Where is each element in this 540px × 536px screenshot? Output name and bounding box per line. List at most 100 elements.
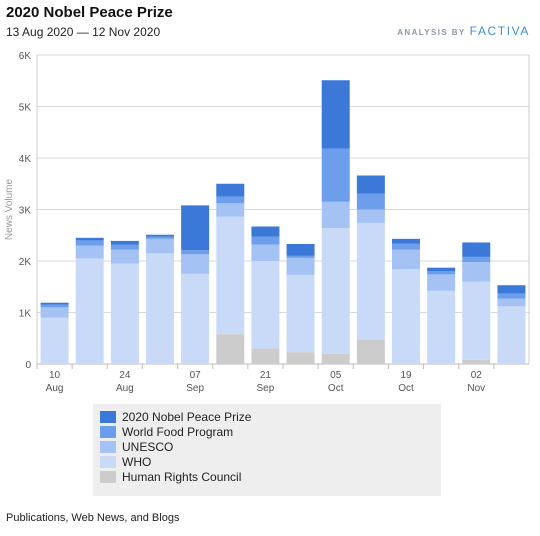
y-tick-label: 6K <box>19 51 32 62</box>
bar-segment <box>75 258 104 364</box>
y-tick-label: 5K <box>19 103 32 114</box>
x-tick-label-month: Oct <box>398 383 414 394</box>
bar-segment <box>497 293 526 299</box>
x-tick-label-month: Sep <box>257 383 275 394</box>
bar-segment <box>110 263 139 364</box>
bar-segment <box>286 255 315 258</box>
bar-segment <box>40 304 69 308</box>
bar-segment <box>321 353 350 364</box>
bar-segment <box>216 334 245 364</box>
bar-segment <box>146 236 174 239</box>
bar-segment <box>146 234 174 237</box>
bar-segment <box>462 281 491 360</box>
bar-segment <box>181 250 210 255</box>
bar-segment <box>251 236 280 245</box>
bar-segment <box>321 201 350 229</box>
y-tick-label: 0 <box>25 360 31 371</box>
legend-swatch <box>100 456 116 468</box>
y-axis-label: News Volume <box>4 178 15 240</box>
bar-segment <box>286 352 315 364</box>
bar-segment <box>110 249 139 264</box>
bar-segment <box>75 240 104 246</box>
bar-segment <box>40 307 69 318</box>
legend-label: UNESCO <box>122 440 174 454</box>
source-note: Publications, Web News, and Blogs <box>6 512 180 524</box>
bar-segment <box>462 256 491 263</box>
bar-segment <box>392 243 420 250</box>
brand-prefix: ANALYSIS BY <box>397 28 466 37</box>
stacked-bar-chart: 0 1K 2K 3K 4K 5K 6K News Volume 10 Aug 24 Aug 07 Sep 2… <box>4 51 530 394</box>
bar-segment <box>286 274 315 353</box>
bar-segment <box>462 242 491 257</box>
bar-segment <box>181 205 210 251</box>
bar-segment <box>146 253 174 364</box>
bar-segment <box>392 269 420 364</box>
y-tick-label: 1K <box>19 309 32 320</box>
bar-segment <box>286 244 315 256</box>
y-tick-label: 2K <box>19 257 32 268</box>
bar-segment <box>427 290 456 364</box>
x-tick-label-month: Oct <box>328 383 344 394</box>
legend-swatch <box>100 471 116 483</box>
bar-segment <box>356 209 385 223</box>
x-tick-label-day: 10 <box>49 370 61 381</box>
bar-segment <box>497 285 526 294</box>
date-range: 13 Aug 2020 — 12 Nov 2020 <box>6 25 161 39</box>
bar-segment <box>251 244 280 261</box>
bar-segment <box>251 226 280 237</box>
legend-label: 2020 Nobel Peace Prize <box>122 410 252 424</box>
x-tick-label-month: Sep <box>186 383 204 394</box>
bar-segment <box>356 339 385 364</box>
bar-segment <box>146 238 174 254</box>
legend-label: Human Rights Council <box>122 470 242 484</box>
bar-segment <box>356 175 385 194</box>
bar-segment <box>321 80 350 149</box>
x-tick-label-day: 21 <box>260 370 272 381</box>
legend-label: WHO <box>122 455 152 469</box>
bar-segment <box>251 261 280 349</box>
bar-segment <box>392 249 420 270</box>
bar-segment <box>497 306 526 364</box>
legend-swatch <box>100 411 116 423</box>
legend-label: World Food Program <box>122 425 234 439</box>
chart-legend: 2020 Nobel Peace Prize World Food Program… <box>93 404 441 496</box>
chart-title: 2020 Nobel Peace Prize <box>6 4 173 21</box>
bar-segment <box>110 240 139 245</box>
bar-segment <box>286 257 315 275</box>
bar-segment <box>427 267 456 272</box>
bar-segment <box>110 244 139 250</box>
y-tick-label: 4K <box>19 154 32 165</box>
x-tick-label-month: Nov <box>467 383 485 394</box>
legend-swatch <box>100 441 116 453</box>
bar-segment <box>392 238 420 244</box>
brand-logo: ANALYSIS BY FACTIVA <box>397 24 530 38</box>
bar-segment <box>321 228 350 354</box>
bar-segment <box>356 193 385 210</box>
x-tick-label-day: 02 <box>471 370 483 381</box>
bar-segment <box>462 359 491 364</box>
bar-segment <box>216 203 245 217</box>
bar-segment <box>427 271 456 275</box>
bar-segment <box>216 183 245 197</box>
bar-segment <box>216 216 245 335</box>
x-tick-label-day: 07 <box>190 370 202 381</box>
bar-segment <box>181 273 210 364</box>
bar-segment <box>497 298 526 307</box>
y-tick-label: 3K <box>19 206 32 217</box>
x-tick-label-day: 05 <box>330 370 342 381</box>
bar-segment <box>321 148 350 202</box>
bar-segment <box>40 317 69 364</box>
x-tick-label-month: Aug <box>46 383 64 394</box>
brand-name: FACTIVA <box>469 24 530 38</box>
bar-segment <box>251 348 280 364</box>
bar-segment <box>75 237 104 241</box>
bar-segment <box>427 274 456 291</box>
x-tick-label-month: Aug <box>116 383 134 394</box>
bar-segment <box>356 222 385 340</box>
bar-segment <box>216 196 245 204</box>
legend-swatch <box>100 426 116 438</box>
bar-segment <box>181 254 210 274</box>
x-tick-label-day: 19 <box>400 370 412 381</box>
x-tick-label-day: 24 <box>119 370 131 381</box>
bar-segment <box>40 302 69 305</box>
